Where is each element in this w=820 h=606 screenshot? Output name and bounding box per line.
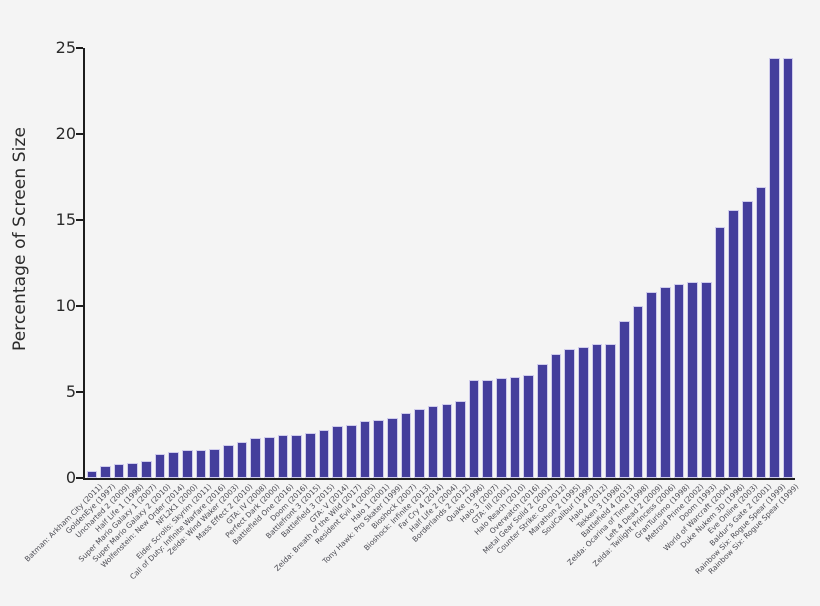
bar [250, 438, 261, 478]
bar [86, 471, 98, 478]
bar [304, 433, 316, 478]
y-axis-tick-label: 20 [55, 124, 76, 143]
y-axis-spine [83, 48, 85, 479]
y-axis-tick-label: 5 [65, 382, 76, 401]
bar [714, 226, 726, 478]
bar [482, 379, 494, 478]
bar [537, 364, 548, 478]
bar [373, 419, 384, 478]
bar [782, 58, 794, 478]
bar [632, 306, 644, 478]
bar [564, 349, 576, 478]
bar [605, 343, 616, 478]
y-axis-tick-label: 0 [65, 468, 76, 487]
y-axis-tick [76, 47, 83, 49]
y-axis-tick [76, 133, 83, 135]
bar [441, 404, 453, 478]
bar [195, 450, 207, 478]
bar [332, 426, 343, 478]
x-axis-tick-labels: Batman: Arkham City (2011) GoldenEye (199… [23, 480, 820, 606]
y-axis-tick-label: 10 [55, 296, 76, 315]
y-axis-title-text: Percentage of Screen Size [10, 126, 31, 352]
bar [741, 201, 753, 478]
bar [277, 435, 289, 478]
bar [700, 281, 712, 478]
bar [291, 435, 302, 478]
y-axis-tick [76, 391, 83, 393]
y-axis-tick [76, 305, 83, 307]
y-axis-title: Percentage of Screen Size [0, 0, 40, 478]
bar [509, 376, 521, 478]
bar [236, 441, 248, 478]
bar [264, 436, 275, 478]
bar [154, 453, 166, 478]
y-axis-tick [76, 477, 83, 479]
bar [659, 287, 671, 478]
bar-series [85, 40, 795, 478]
y-axis-tick-label: 15 [55, 210, 76, 229]
bar [646, 292, 657, 478]
bar [728, 209, 739, 478]
bar [578, 347, 589, 478]
bar [168, 452, 180, 478]
bar [345, 424, 357, 478]
bar [619, 321, 630, 478]
bar [673, 283, 685, 478]
bar [427, 405, 439, 478]
bar [141, 460, 152, 478]
bar [386, 417, 398, 478]
y-axis-tick [76, 219, 83, 221]
bar [496, 378, 507, 478]
bar [359, 421, 371, 478]
bar [755, 187, 767, 478]
bar [687, 281, 698, 478]
bar [318, 429, 330, 478]
bar [100, 465, 111, 478]
bar [769, 58, 780, 478]
bar [414, 409, 425, 478]
bar [591, 343, 603, 478]
bar [550, 354, 562, 478]
bar [400, 412, 412, 478]
bar [468, 379, 480, 478]
bar [127, 462, 139, 478]
bar [523, 374, 535, 478]
bar [223, 445, 234, 478]
y-axis-tick-label: 25 [55, 38, 76, 57]
bar [209, 448, 221, 478]
bar [455, 400, 466, 478]
bar [182, 450, 193, 478]
bar [113, 464, 125, 478]
x-axis-spine [83, 478, 795, 480]
